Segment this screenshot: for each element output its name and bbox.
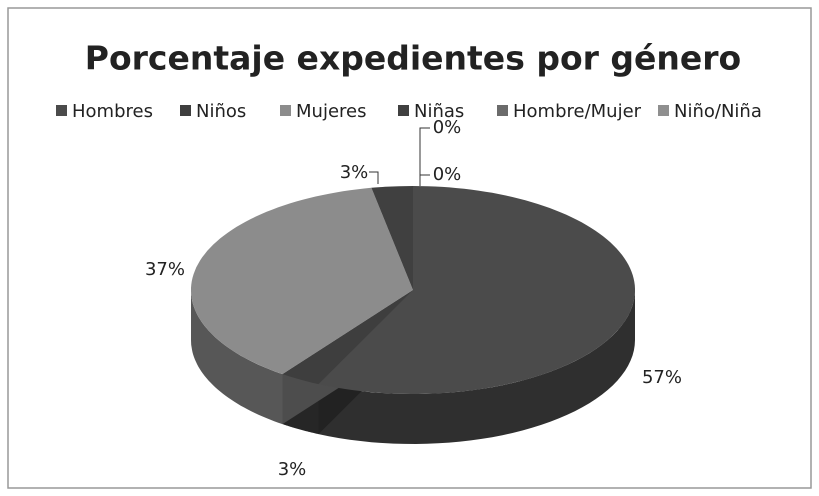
pie-slice [282, 290, 413, 385]
data-label: 3% [340, 162, 369, 183]
legend-marker [280, 105, 291, 116]
legend-marker [658, 105, 669, 116]
legend-label: Niño/Niña [674, 101, 762, 122]
pie-slice [371, 186, 413, 290]
legend-marker [180, 105, 191, 116]
leader-line [369, 171, 379, 184]
legend-marker [497, 105, 508, 116]
pie-slice [318, 186, 635, 394]
legend-label: Mujeres [296, 101, 366, 122]
legend-label: Hombres [72, 101, 153, 122]
legend-marker [398, 105, 409, 116]
legend-label: Niños [196, 101, 246, 122]
pie-slice [191, 187, 413, 375]
legend-label: Hombre/Mujer [513, 101, 642, 122]
data-label: 57% [642, 367, 682, 388]
data-label: 3% [278, 459, 307, 480]
legend-marker [56, 105, 67, 116]
chart-title: Porcentaje expedientes por género [85, 39, 741, 78]
pie-side [191, 290, 283, 425]
legend-label: Niñas [414, 101, 464, 122]
pie-side [318, 290, 635, 444]
data-label: 0% [433, 164, 462, 185]
data-label: 37% [145, 259, 185, 280]
data-label: 0% [433, 117, 462, 138]
leader-line [419, 127, 430, 186]
